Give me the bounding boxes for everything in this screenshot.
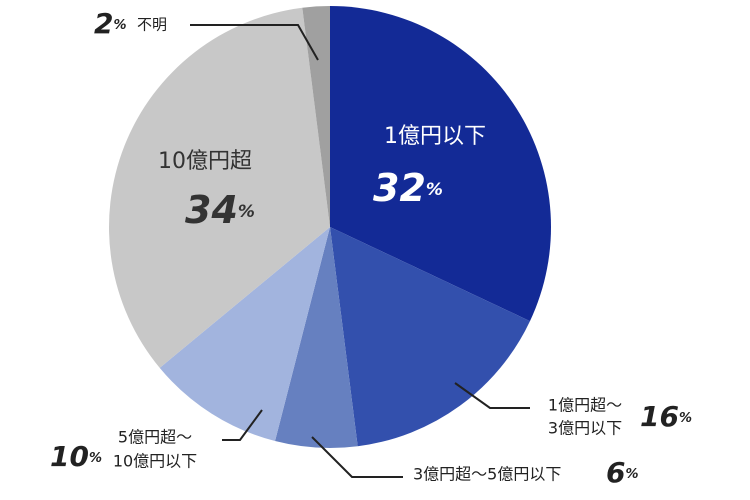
leader-line xyxy=(222,409,263,441)
value-unit: % xyxy=(679,411,692,426)
value-unit: % xyxy=(113,18,126,33)
slice-label: 10億円超 xyxy=(158,149,252,174)
slice-label: 不明 xyxy=(137,16,167,34)
slice-label: 3億円超～5億円以下 xyxy=(413,465,561,484)
value-label: 6% xyxy=(606,456,639,489)
value-unit: % xyxy=(426,180,443,200)
value-label: 34% xyxy=(185,188,255,232)
leader-line xyxy=(190,24,319,61)
value-unit: % xyxy=(625,467,638,482)
pie-slice xyxy=(302,6,330,227)
slice-label: 1億円超～ xyxy=(548,396,622,415)
value-number: 2 xyxy=(94,7,113,40)
value-number: 16 xyxy=(640,400,679,433)
pie-slice xyxy=(330,6,551,322)
value-number: 32 xyxy=(373,166,426,210)
leader-line xyxy=(454,382,530,409)
value-number: 10 xyxy=(50,440,89,473)
value-number: 6 xyxy=(606,456,625,489)
pie-slice xyxy=(330,227,530,447)
pie-slice xyxy=(159,227,330,442)
leader-line xyxy=(311,436,403,478)
pie-slice xyxy=(109,7,331,368)
value-unit: % xyxy=(89,451,102,466)
slice-label: 1億円以下 xyxy=(384,124,486,149)
pie-slice xyxy=(275,227,358,448)
value-label: 10% xyxy=(50,440,102,473)
slice-label: 10億円以下 xyxy=(113,452,197,471)
value-label: 32% xyxy=(373,166,443,210)
slice-label: 3億円以下 xyxy=(548,419,622,438)
value-unit: % xyxy=(238,202,255,222)
slice-label: 5億円超～ xyxy=(118,428,192,447)
value-label: 16% xyxy=(640,400,692,433)
value-label: 2% xyxy=(94,7,127,40)
value-number: 34 xyxy=(185,188,238,232)
